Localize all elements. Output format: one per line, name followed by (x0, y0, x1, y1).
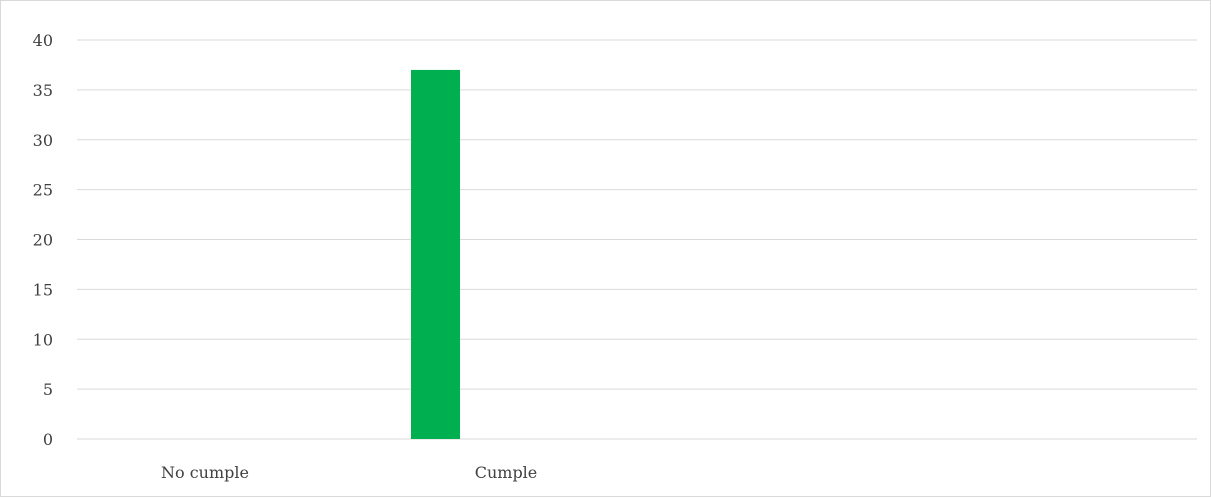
bars (411, 69, 460, 440)
x-axis-tick-labels: No cumple Cumple (161, 463, 537, 482)
y-tick-label: 0 (43, 430, 53, 449)
gridlines (77, 39, 1197, 440)
y-tick-label: 40 (33, 31, 53, 50)
y-tick-label: 30 (33, 131, 53, 150)
x-tick-label: Cumple (475, 463, 538, 482)
y-tick-label: 25 (33, 181, 53, 200)
y-tick-label: 20 (33, 231, 53, 250)
x-tick-label: No cumple (161, 463, 249, 482)
y-tick-label: 5 (43, 380, 53, 399)
bar-cumple (411, 69, 460, 440)
y-axis-tick-labels: 0 5 10 15 20 25 30 35 40 (33, 31, 53, 449)
y-tick-label: 10 (33, 330, 53, 349)
y-tick-label: 15 (33, 280, 53, 299)
y-tick-label: 35 (33, 81, 53, 100)
